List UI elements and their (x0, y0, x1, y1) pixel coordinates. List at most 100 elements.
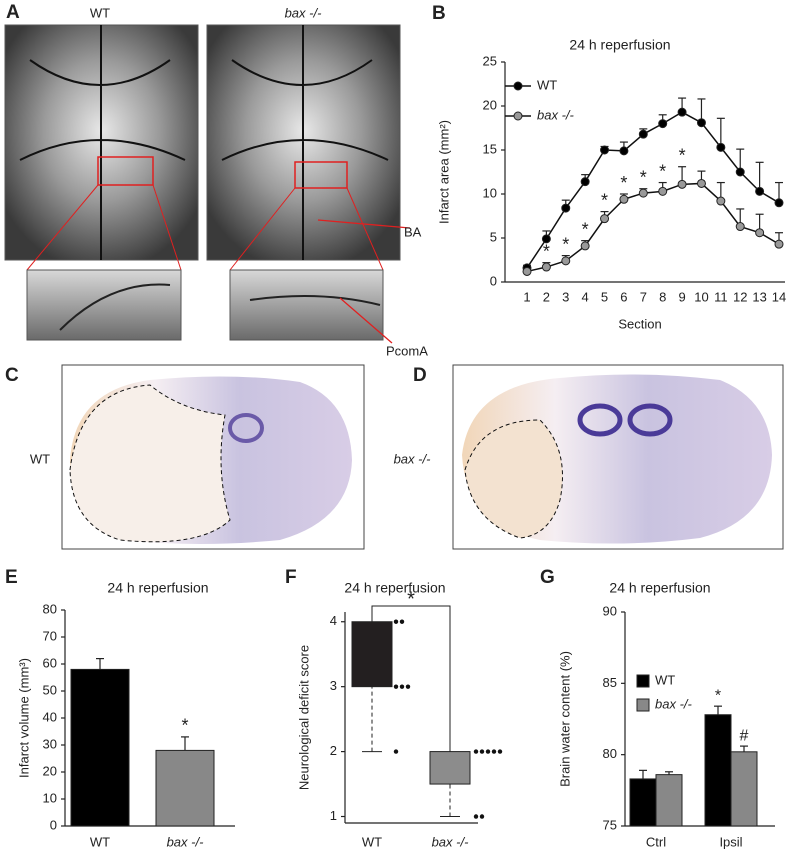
series-line (526, 111, 780, 269)
marker (619, 146, 629, 156)
legend-swatch (636, 698, 650, 712)
marker (541, 262, 551, 272)
marker (561, 256, 571, 266)
legend-label: bax -/- (537, 107, 575, 122)
panel-letter: G (540, 567, 555, 588)
chart-title: 24 h reperfusion (107, 580, 208, 596)
data-point (491, 749, 497, 754)
x-tick-label: 9 (678, 289, 685, 304)
annotation: PcomA (386, 343, 428, 358)
data-point (399, 684, 405, 689)
y-tick-label: 70 (43, 628, 57, 643)
marker (561, 203, 571, 213)
marker (600, 145, 610, 155)
x-tick-label: 4 (582, 289, 589, 304)
y-tick-label: 10 (483, 185, 497, 200)
marker (600, 214, 610, 224)
image-label: WT (90, 5, 110, 20)
x-tick-label: 11 (714, 289, 728, 304)
marker (716, 142, 726, 152)
marker (658, 186, 668, 196)
marker (677, 107, 687, 117)
marker (677, 179, 687, 189)
marker (638, 188, 648, 198)
x-tick-label: 8 (659, 289, 666, 304)
y-tick-label: 0 (50, 817, 57, 832)
bar (70, 668, 130, 827)
y-tick-label: 25 (483, 53, 497, 68)
legend-label: WT (537, 77, 557, 92)
y-tick-label: 40 (43, 709, 57, 724)
legend-marker (513, 111, 523, 121)
marker (774, 198, 784, 208)
data-point (479, 749, 485, 754)
image-label: bax -/- (394, 451, 432, 466)
legend-marker (513, 81, 523, 91)
x-tick-label: 14 (772, 289, 786, 304)
y-tick-label: 10 (43, 790, 57, 805)
significance: * (562, 234, 569, 254)
y-tick-label: 2 (330, 743, 337, 758)
significance: * (582, 219, 589, 239)
marker (755, 228, 765, 238)
y-tick-label: 30 (43, 736, 57, 751)
y-tick-label: 75 (603, 817, 617, 832)
x-tick-label: 3 (562, 289, 569, 304)
legend-label: WT (655, 672, 675, 687)
y-tick-label: 50 (43, 682, 57, 697)
data-point (479, 814, 485, 819)
marker (735, 222, 745, 232)
significance: # (740, 727, 749, 744)
significance: * (181, 716, 188, 736)
y-tick-label: 4 (330, 613, 337, 628)
marker (696, 178, 706, 188)
x-tick-label: 1 (523, 289, 530, 304)
x-tick-label: 5 (601, 289, 608, 304)
y-tick-label: 20 (483, 97, 497, 112)
y-tick-label: 60 (43, 655, 57, 670)
marker (774, 239, 784, 249)
panel-letter: A (6, 2, 20, 23)
data-point (473, 749, 479, 754)
x-tick-label: 7 (640, 289, 647, 304)
marker (696, 118, 706, 128)
panel-letter: E (5, 567, 18, 588)
significance: * (679, 145, 686, 165)
legend-label: bax -/- (655, 696, 693, 711)
data-point (393, 684, 399, 689)
bar (655, 774, 683, 827)
y-axis-label: Brain water content (%) (557, 651, 572, 787)
panel-letter: F (285, 567, 297, 588)
marker (716, 196, 726, 206)
data-point (497, 749, 503, 754)
significance: * (715, 687, 721, 704)
marker (638, 129, 648, 139)
significance: * (601, 190, 608, 210)
x-tick-label: WT (90, 834, 110, 849)
bar (704, 714, 732, 827)
x-tick-label: 10 (694, 289, 708, 304)
y-tick-label: 15 (483, 141, 497, 156)
data-point (399, 619, 405, 624)
marker (735, 167, 745, 177)
brain-photo (206, 24, 411, 344)
significance: * (543, 241, 550, 261)
comparison-bracket (371, 605, 451, 752)
marker (522, 266, 532, 276)
chart-title: 24 h reperfusion (344, 580, 445, 596)
data-point (405, 684, 411, 689)
y-tick-label: 1 (330, 808, 337, 823)
x-tick-label: 2 (543, 289, 550, 304)
x-tick-label: WT (362, 834, 382, 849)
panel-letter: B (432, 3, 446, 24)
x-tick-label: bax -/- (432, 834, 470, 849)
marker (580, 177, 590, 187)
y-axis-label: Neurological deficit score (296, 645, 311, 790)
y-tick-label: 85 (603, 675, 617, 690)
chart-title: 24 h reperfusion (609, 580, 710, 596)
x-tick-label: Ctrl (646, 834, 666, 849)
brain-photo (4, 24, 199, 341)
y-tick-label: 20 (43, 763, 57, 778)
x-axis-label: Section (618, 316, 661, 331)
